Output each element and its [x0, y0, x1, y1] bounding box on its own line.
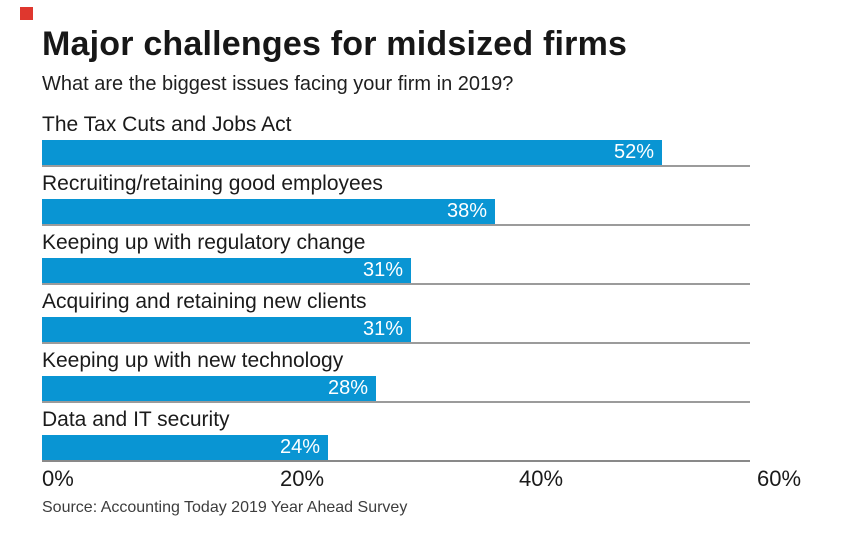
x-tick-label: 60%	[757, 466, 802, 491]
bar: 31%	[42, 317, 411, 342]
bar-category-label: Keeping up with regulatory change	[42, 231, 366, 254]
chart-row: The Tax Cuts and Jobs Act 52%	[42, 110, 806, 169]
bar: 38%	[42, 199, 495, 224]
bar-category-label: Acquiring and retaining new clients	[42, 290, 367, 313]
row-separator-line	[42, 165, 750, 167]
bar-category-label: The Tax Cuts and Jobs Act	[42, 113, 292, 136]
bar-value-label: 24%	[279, 436, 320, 458]
brand-red-square-mark	[20, 7, 33, 20]
x-axis-line	[42, 460, 750, 462]
bar-category-label: Recruiting/retaining good employees	[42, 172, 383, 195]
chart-subtitle: What are the biggest issues facing your …	[42, 73, 514, 95]
bar-value-label: 28%	[327, 377, 368, 399]
chart-row: Keeping up with regulatory change 31%	[42, 228, 806, 287]
x-axis: 0% 20% 40% 60%	[42, 464, 812, 494]
row-separator-line	[42, 342, 750, 344]
bar: 28%	[42, 376, 376, 401]
row-separator-line	[42, 401, 750, 403]
bar-value-label: 31%	[362, 259, 403, 281]
chart-row: Acquiring and retaining new clients 31%	[42, 287, 806, 346]
x-tick-label: 20%	[280, 466, 325, 491]
bar: 24%	[42, 435, 328, 460]
chart-title: Major challenges for midsized firms	[42, 25, 628, 63]
bar: 31%	[42, 258, 411, 283]
row-separator-line	[42, 224, 750, 226]
chart-row: Keeping up with new technology 28%	[42, 346, 806, 405]
x-tick-label: 40%	[519, 466, 564, 491]
bar-value-label: 31%	[362, 318, 403, 340]
bar-category-label: Data and IT security	[42, 408, 230, 431]
bar-category-label: Keeping up with new technology	[42, 349, 344, 372]
bar-value-label: 52%	[613, 141, 654, 163]
chart-row: Data and IT security 24%	[42, 405, 806, 464]
chart-row: Recruiting/retaining good employees 38%	[42, 169, 806, 228]
source-note: Source: Accounting Today 2019 Year Ahead…	[42, 499, 408, 516]
row-separator-line	[42, 283, 750, 285]
bar-chart: The Tax Cuts and Jobs Act 52% Recruiting…	[42, 110, 806, 494]
bar: 52%	[42, 140, 662, 165]
x-tick-label: 0%	[42, 466, 74, 491]
bar-value-label: 38%	[446, 200, 487, 222]
